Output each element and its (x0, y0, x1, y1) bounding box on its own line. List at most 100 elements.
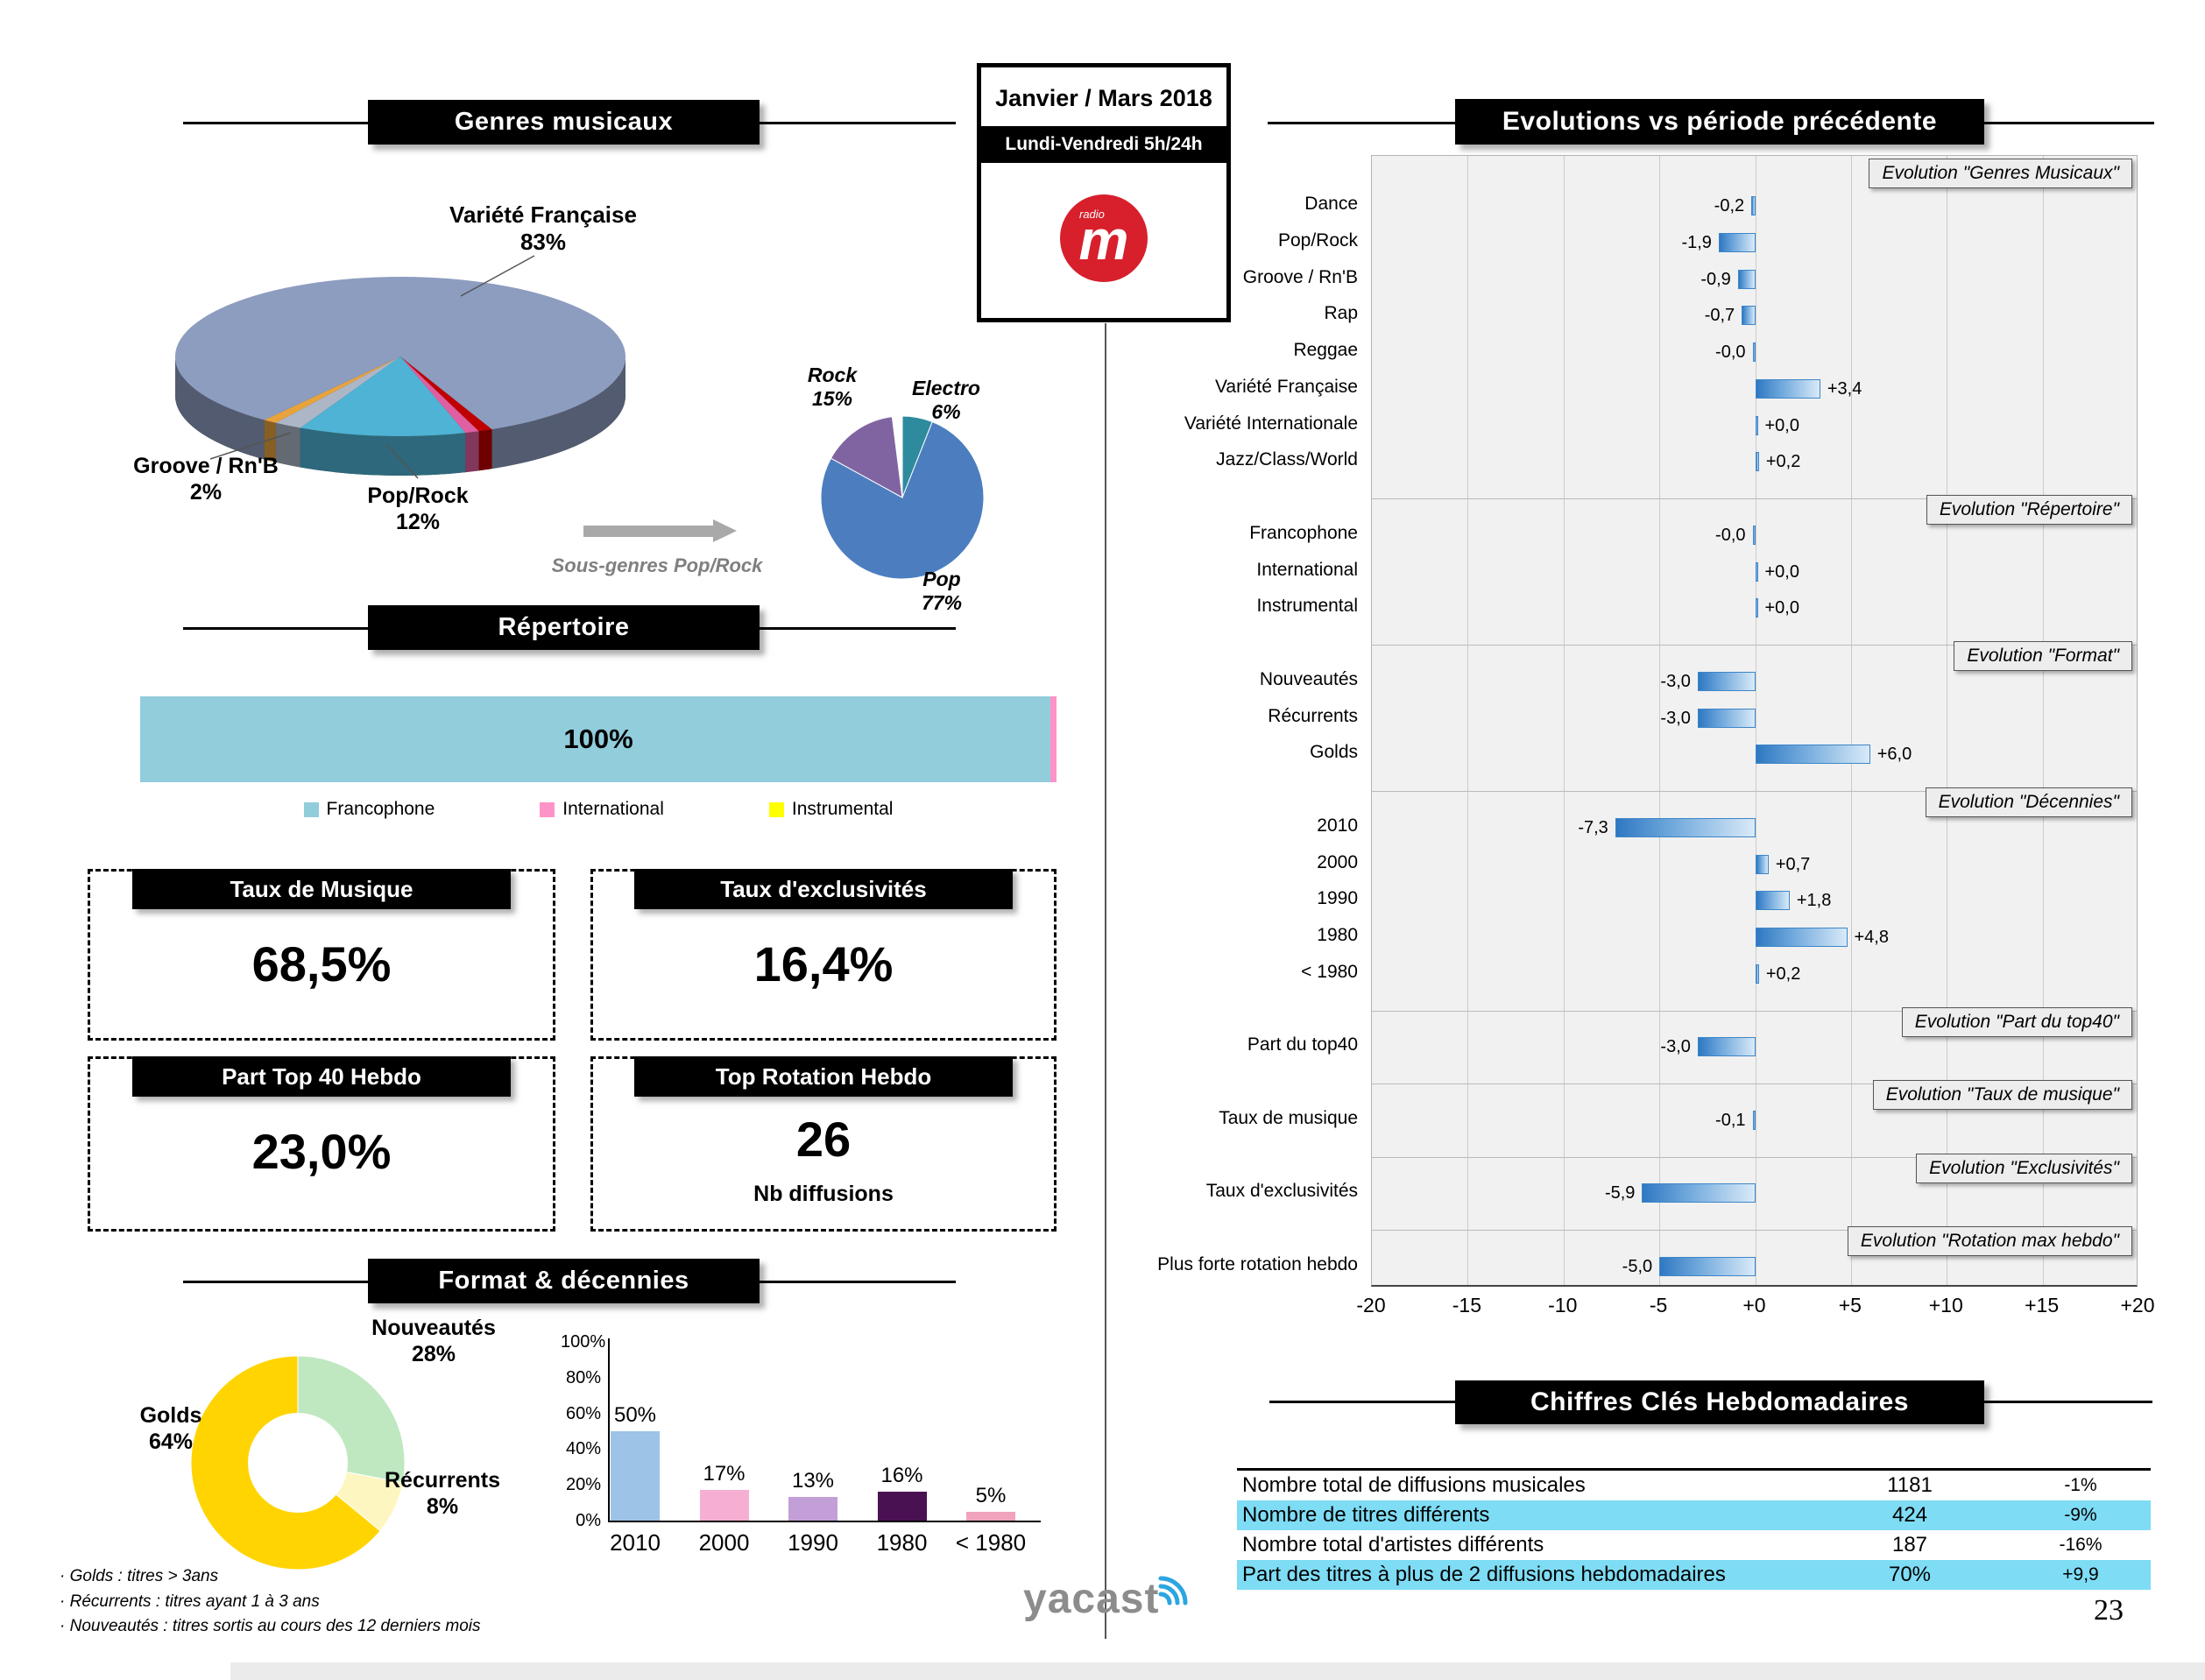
subgenres-arrow-icon (583, 519, 737, 542)
kpi-top-rotation: Top Rotation Hebdo 26 Nb diffusions (590, 1056, 1057, 1232)
evolution-category-2000: 2000 (1317, 851, 1358, 872)
evolution-category-instrumental: Instrumental (1256, 596, 1358, 617)
evolution-bar-taux-d-exclusivit-s (1642, 1183, 1756, 1204)
genre-slice-other (400, 356, 492, 432)
footnote-recurrents: · Récurrents : titres ayant 1 à 3 ans (60, 1592, 320, 1611)
gridline (2042, 156, 2044, 1285)
decade-value-label: 17% (703, 1462, 746, 1486)
callout-name: Golds (139, 1403, 202, 1428)
evolution-bar-1980 (1755, 928, 1848, 947)
evolutions-category-labels: Dance Pop/Rock Groove / Rn'B Rap Reggae Varié… (1085, 155, 1358, 1287)
x-axis-line (608, 1521, 1041, 1522)
decade-bar-2000 (699, 1490, 749, 1521)
label-leader-line (386, 444, 419, 479)
callout-variete-francaise: Variété Française 83% (403, 201, 683, 255)
evolution-bar-dance (1751, 196, 1756, 215)
header-rule (183, 1281, 368, 1283)
y-axis-tick-label: 0% (576, 1511, 601, 1530)
table-row-part-des-titres-plus-de-2-diffusions-hebdomadaires: Part des titres à plus de 2 diffusions h… (1237, 1560, 2151, 1590)
header-rule (760, 1281, 956, 1283)
subgenre-slice-rock (830, 416, 903, 498)
group-separator (1372, 498, 2137, 499)
evolution-value: -0,0 (1715, 342, 1746, 362)
period-box: Janvier / Mars 2018 Lundi-Vendredi 5h/24… (977, 63, 1231, 322)
evolution-category-vari-t-internationale: Variété Internationale (1184, 413, 1358, 434)
decade-bar-1980 (966, 1511, 1015, 1521)
evolution-bar-nouveaut-s (1697, 671, 1756, 691)
evolution-value: +4,8 (1854, 928, 1889, 947)
gridline (1659, 156, 1661, 1285)
callout-pop: Pop 77% (885, 568, 999, 615)
legend-item-instrumental: Instrumental (768, 799, 893, 820)
subgenres-pie-chart (820, 415, 985, 580)
yacast-logo: yacast (1023, 1575, 1198, 1623)
decade-value-label: 50% (613, 1403, 657, 1427)
x-axis-tick-label: +10 (1928, 1294, 1963, 1316)
pie-side (491, 356, 625, 469)
decade-bar-1990 (788, 1497, 837, 1521)
x-axis-tick-label: +15 (2025, 1294, 2060, 1316)
table-row-nombre-de-titres-diff-rents: Nombre de titres différents 424 -9% (1237, 1500, 2151, 1530)
evolution-value: -0,7 (1704, 306, 1735, 326)
y-axis-tick-label: 40% (565, 1439, 601, 1459)
callout-nouveautes: Nouveautés 28% (333, 1316, 534, 1367)
evolution-category-groove-rn-b: Groove / Rn'B (1242, 266, 1358, 287)
footnotes: · Golds : titres > 3ans · Récurrents : t… (60, 1564, 480, 1640)
evolution-bar-golds (1755, 745, 1870, 765)
label-leader-line (209, 432, 292, 460)
legend-label: Francophone (326, 799, 435, 819)
evolution-bar-jazz-class-world (1755, 452, 1759, 472)
evolutions-chart-plot: Evolution "Genres Musicaux" -0,2 -1,9 -0,9 -… (1371, 155, 2138, 1287)
gridline (1563, 156, 1565, 1285)
section-title-chiffres: Chiffres Clés Hebdomadaires (1530, 1387, 1909, 1416)
callout-name: Rock (807, 364, 858, 386)
evolution-bar-francophone (1752, 525, 1756, 545)
yacast-logo-text: yacast (1023, 1576, 1160, 1622)
callout-pct: 28% (411, 1341, 456, 1366)
section-label-7: Evolution "Rotation max hebdo" (1847, 1226, 2132, 1256)
evolution-bar-pop-rock (1718, 232, 1756, 252)
section-header-genres: Genres musicaux (368, 100, 760, 145)
evolution-category-plus-forte-rotation-hebdo: Plus forte rotation hebdo (1157, 1253, 1358, 1274)
evolution-bar-vari-t-internationale (1755, 415, 1758, 435)
format-donut-chart (190, 1355, 406, 1571)
pie-side (264, 420, 276, 462)
evolution-category-international: International (1256, 559, 1358, 580)
x-axis-tick-label: -20 (1356, 1294, 1386, 1316)
header-rule (1984, 122, 2154, 124)
section-title-genres: Genres musicaux (454, 108, 674, 136)
kpi-title: Top Rotation Hebdo (634, 1056, 1013, 1097)
y-axis-tick-label: 60% (565, 1403, 601, 1423)
decades-bar-chart: 100% 80% 60% 40% 20% 0% 50% 2010 17% 2000 13% 1990 1… (561, 1324, 1051, 1578)
section-header-evolutions: Evolutions vs période précédente (1455, 99, 1984, 145)
evolution-value: +0,7 (1775, 854, 1811, 874)
callout-name: Electro (912, 377, 980, 399)
kpi-taux-musique: Taux de Musique 68,5% (88, 869, 555, 1041)
decade-value-label: 13% (791, 1469, 835, 1493)
column-divider (1105, 323, 1106, 1639)
genre-slice-other (264, 356, 400, 423)
kpi-value: 16,4% (753, 936, 894, 992)
donut-hole (248, 1413, 348, 1513)
repertoire-international-sliver (1050, 696, 1057, 782)
kpi-value: 26 (795, 1112, 852, 1167)
callout-name: Pop (922, 568, 961, 590)
bottom-strip (230, 1662, 2205, 1680)
evolution-value: +0,0 (1764, 598, 1799, 618)
table-cell-value: 424 (1891, 1503, 1928, 1527)
callout-pct: 77% (921, 591, 963, 615)
header-rule (183, 627, 368, 630)
kpi-value: 23,0% (251, 1124, 392, 1179)
page-number: 23 (2094, 1594, 2124, 1627)
callout-pct: 2% (189, 479, 223, 505)
section-label-4: Evolution "Part du top40" (1901, 1006, 2132, 1037)
table-cell-label: Nombre total de diffusions musicales (1242, 1473, 1586, 1497)
subgenres-caption: Sous-genres Pop/Rock (551, 554, 763, 576)
subgenre-slice-pop (820, 420, 985, 580)
section-title-repertoire: Répertoire (498, 613, 630, 641)
header-rule (760, 122, 956, 124)
evolution-category-golds: Golds (1310, 742, 1358, 763)
evolution-value: -0,1 (1715, 1110, 1746, 1130)
y-axis-tick-label: 80% (565, 1367, 601, 1387)
table-cell-value: 1181 (1887, 1473, 1933, 1497)
